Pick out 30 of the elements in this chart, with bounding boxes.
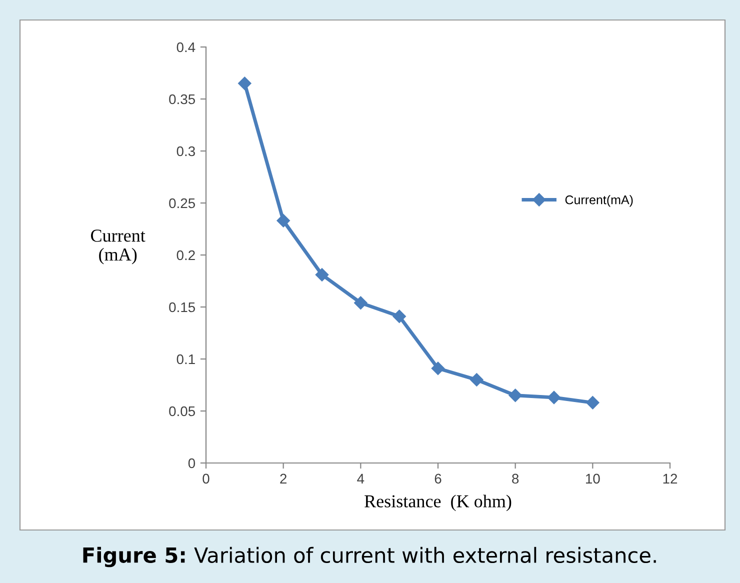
- point: [392, 310, 406, 323]
- y-tick-label: 0.3: [176, 146, 195, 156]
- point: [276, 214, 290, 228]
- legend-label: Current(mA): [565, 195, 633, 207]
- y-tick-label: 0.15: [169, 302, 196, 312]
- y-tick-label: 0.05: [169, 406, 196, 416]
- point: [508, 388, 522, 402]
- x-tick-label: 0: [202, 474, 210, 484]
- point: [470, 373, 484, 386]
- y-tick-label: 0: [188, 458, 196, 468]
- x-tick-label: 6: [434, 474, 442, 484]
- x-axis-title: Resistance (K ohm): [364, 494, 512, 512]
- x-tick-label: 2: [280, 474, 286, 484]
- y-tick-label: 0.2: [176, 250, 195, 260]
- x-tick-label: 8: [512, 474, 519, 484]
- y-tick-label: 0.4: [176, 42, 196, 52]
- point: [431, 362, 445, 375]
- caption: Figure 5: Variation of current with external resistance.: [83, 546, 656, 568]
- x-tick-label: 10: [586, 474, 600, 484]
- point: [586, 396, 600, 410]
- point: [354, 296, 368, 310]
- y-tick-label: 0.25: [169, 198, 196, 208]
- point: [238, 76, 252, 90]
- x-tick-label: 12: [663, 474, 678, 484]
- y-axis-title: Current (mA): [91, 230, 146, 264]
- y-tick-label: 0.35: [169, 94, 196, 104]
- x-tick-label: 4: [357, 474, 364, 484]
- point: [547, 390, 561, 404]
- y-tick-label: 0.1: [176, 354, 195, 364]
- point: [315, 268, 329, 282]
